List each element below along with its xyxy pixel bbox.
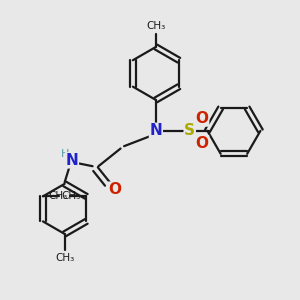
Text: N: N: [66, 153, 78, 168]
Text: CH₃: CH₃: [146, 21, 166, 31]
Text: O: O: [108, 182, 121, 197]
Text: CH₃: CH₃: [48, 191, 68, 201]
Text: O: O: [196, 136, 208, 151]
Text: S: S: [184, 123, 195, 138]
Text: CH₃: CH₃: [55, 253, 74, 262]
Text: O: O: [196, 111, 208, 126]
Text: CH₃: CH₃: [61, 191, 81, 201]
Text: N: N: [149, 123, 162, 138]
Text: H: H: [61, 149, 70, 159]
